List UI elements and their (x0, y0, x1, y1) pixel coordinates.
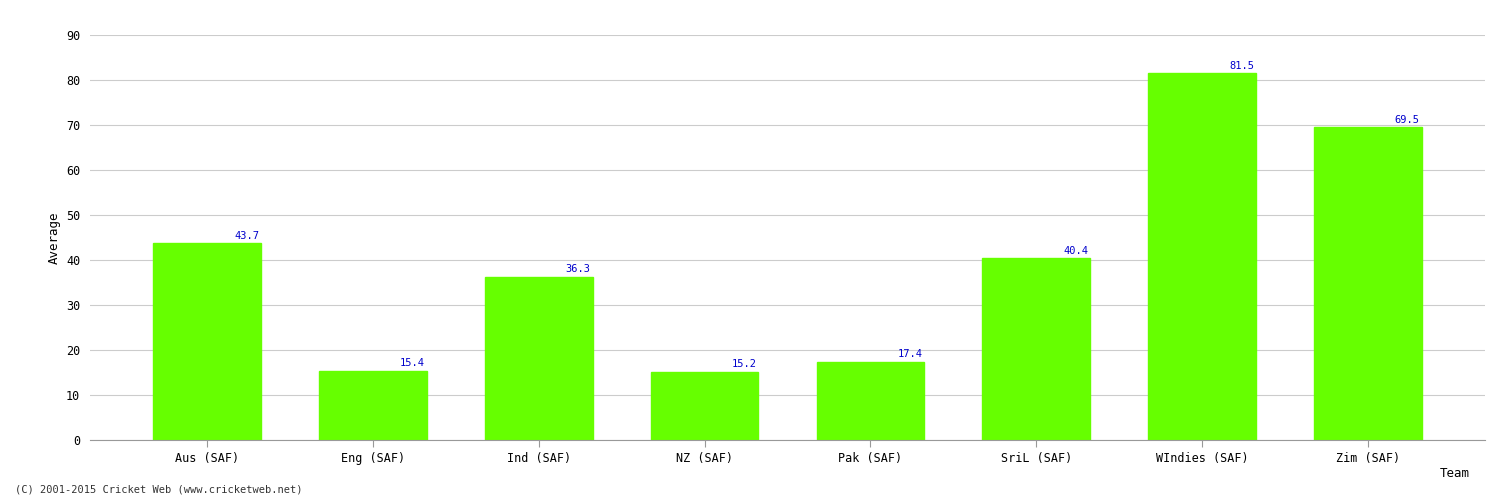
Text: 17.4: 17.4 (897, 350, 922, 360)
Text: (C) 2001-2015 Cricket Web (www.cricketweb.net): (C) 2001-2015 Cricket Web (www.cricketwe… (15, 485, 303, 495)
Bar (651, 372, 759, 440)
Bar (982, 258, 1090, 440)
Text: 81.5: 81.5 (1228, 61, 1254, 71)
Bar (1314, 127, 1422, 440)
Bar (153, 244, 261, 440)
Bar (1148, 73, 1256, 440)
Bar (484, 276, 592, 440)
Text: 69.5: 69.5 (1395, 115, 1419, 125)
Text: 15.2: 15.2 (732, 360, 756, 370)
Y-axis label: Average: Average (48, 211, 60, 264)
Text: 43.7: 43.7 (234, 231, 260, 241)
Text: 40.4: 40.4 (1064, 246, 1088, 256)
Text: 15.4: 15.4 (400, 358, 424, 368)
Bar (320, 370, 428, 440)
Bar (816, 362, 924, 440)
Text: 36.3: 36.3 (566, 264, 591, 274)
Text: Team: Team (1440, 467, 1470, 480)
